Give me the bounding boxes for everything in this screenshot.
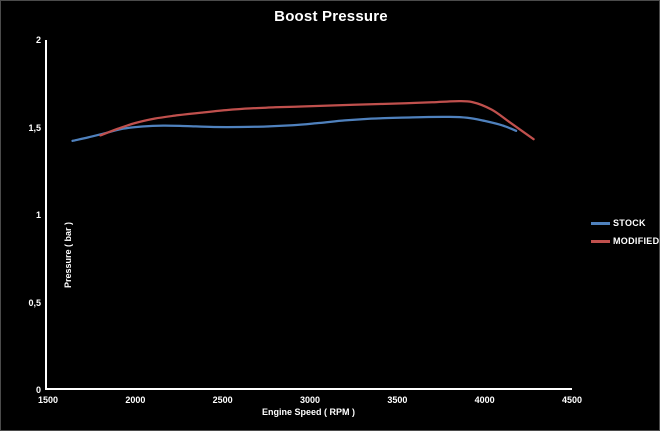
legend: STOCK MODIFIED: [591, 214, 659, 250]
x-tick-label: 2000: [125, 395, 146, 405]
legend-line-swatch-icon: [591, 221, 610, 225]
y-tick-label: 1: [35, 210, 41, 220]
plot-area: Pressure ( bar ): [45, 40, 572, 390]
y-tick-label: 1,5: [28, 122, 41, 133]
y-tick-label: 0,5: [28, 297, 41, 308]
legend-item-stock: STOCK: [591, 214, 659, 232]
x-tick-label: 3000: [299, 395, 321, 405]
x-tick-label: 1500: [37, 395, 59, 405]
x-tick-label: 3500: [387, 395, 408, 405]
series-line-stock: [71, 115, 518, 143]
series-line-modified: [99, 99, 535, 141]
x-tick-label: 4000: [474, 395, 495, 405]
legend-label: MODIFIED: [613, 236, 660, 246]
legend-item-modified: MODIFIED: [591, 232, 659, 250]
legend-label: STOCK: [613, 218, 646, 228]
y-tick-label: 2: [35, 35, 41, 45]
chart-title: Boost Pressure: [274, 8, 388, 25]
y-tick-label: 0: [35, 385, 41, 395]
legend-line-swatch-icon: [591, 239, 610, 243]
x-tick-label: 2500: [212, 395, 233, 405]
plot-svg: [71, 99, 535, 143]
y-axis-title: Pressure ( bar ): [63, 221, 73, 289]
x-axis-title: Engine Speed ( RPM ): [261, 407, 355, 417]
x-tick-label: 4500: [561, 395, 583, 405]
